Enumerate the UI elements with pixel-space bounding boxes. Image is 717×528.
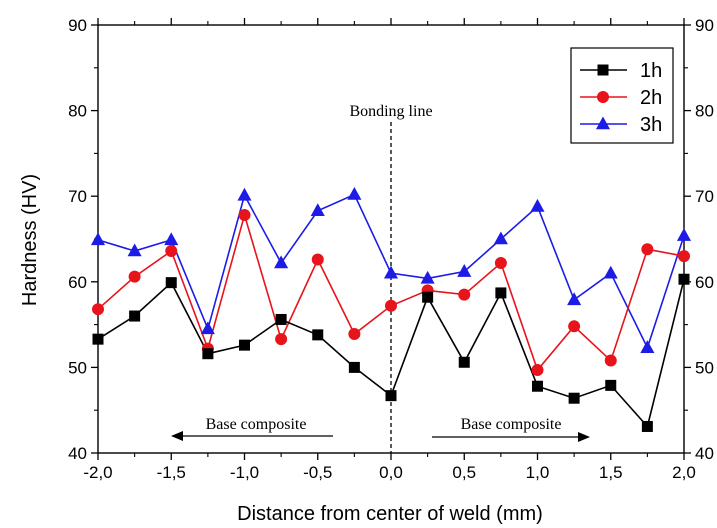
data-point-1h <box>458 356 470 368</box>
data-point-3h <box>676 228 692 241</box>
data-point-3h <box>274 255 289 269</box>
data-point-3h <box>127 243 142 257</box>
data-point-1h <box>129 310 141 322</box>
data-point-2h <box>678 250 690 263</box>
bonding-line-label: Bonding line <box>349 103 432 120</box>
data-point-1h <box>605 379 617 391</box>
x-tick-label: -2,0 <box>83 463 112 482</box>
data-point-3h <box>640 340 655 354</box>
y-axis-title: Hardness (HV) <box>19 174 41 306</box>
y-right-tick-label: 60 <box>695 273 714 292</box>
x-tick-label: 0,5 <box>452 463 476 482</box>
y-right-tick-label: 90 <box>695 16 714 35</box>
data-point-2h <box>275 333 288 346</box>
legend-marker-1h <box>597 64 609 76</box>
data-point-1h <box>568 392 580 404</box>
x-axis-title: Distance from center of weld (mm) <box>237 503 543 525</box>
data-point-2h <box>458 288 471 301</box>
x-tick-label: 1,5 <box>599 463 623 482</box>
data-point-1h <box>275 313 287 325</box>
left-arrow-head <box>171 431 183 441</box>
right-arrow-head <box>578 432 590 442</box>
data-point-3h <box>457 263 472 277</box>
y-tick-label: 50 <box>68 358 87 377</box>
y-tick-label: 80 <box>68 102 87 121</box>
data-point-3h <box>603 265 618 279</box>
data-point-1h <box>532 380 543 392</box>
data-point-2h <box>531 363 544 376</box>
data-point-3h <box>347 186 362 200</box>
data-point-3h <box>237 187 252 201</box>
data-point-3h <box>164 232 179 246</box>
data-point-1h <box>239 339 250 351</box>
data-point-1h <box>495 287 507 299</box>
data-point-2h <box>165 244 178 257</box>
data-point-2h <box>641 243 654 256</box>
data-point-3h <box>310 203 325 217</box>
legend-label-2h: 2h <box>640 87 662 109</box>
x-tick-label: 1,0 <box>526 463 550 482</box>
data-point-1h <box>348 361 360 373</box>
data-point-2h <box>348 328 361 341</box>
data-point-3h <box>383 265 399 279</box>
data-point-2h <box>494 256 507 269</box>
x-tick-label: 2,0 <box>672 463 696 482</box>
data-point-3h <box>567 292 582 306</box>
legend-label-1h: 1h <box>640 60 662 82</box>
left-base-composite-label: Base composite <box>206 416 307 433</box>
data-point-2h <box>128 270 141 283</box>
y-tick-label: 60 <box>68 273 87 292</box>
x-tick-label: -1,5 <box>157 463 186 482</box>
data-point-1h <box>202 348 214 360</box>
legend-marker-2h <box>597 91 609 103</box>
y-tick-label: 70 <box>68 187 87 206</box>
data-point-1h <box>92 333 104 345</box>
data-point-1h <box>641 420 653 432</box>
right-base-composite-label: Base composite <box>461 416 562 433</box>
data-point-1h <box>312 329 324 341</box>
y-right-tick-label: 50 <box>695 358 714 377</box>
x-tick-label: -0,5 <box>303 463 332 482</box>
data-point-1h <box>678 273 690 285</box>
data-point-1h <box>422 291 434 303</box>
y-right-tick-label: 40 <box>695 444 714 463</box>
data-point-3h <box>420 270 435 284</box>
data-point-1h <box>165 277 177 289</box>
data-point-3h <box>200 321 215 335</box>
legend-label-3h: 3h <box>640 114 662 136</box>
y-right-tick-label: 70 <box>695 187 714 206</box>
data-point-3h <box>90 232 106 246</box>
data-point-2h <box>568 320 581 333</box>
data-point-2h <box>604 354 617 367</box>
data-point-1h <box>385 390 397 402</box>
y-tick-label: 90 <box>68 16 87 35</box>
legend-marker-3h <box>595 116 611 130</box>
data-point-3h <box>493 231 508 245</box>
y-tick-label: 40 <box>68 444 87 463</box>
data-point-3h <box>530 198 545 212</box>
data-point-2h <box>92 303 104 316</box>
x-tick-label: -1,0 <box>230 463 259 482</box>
legend-box <box>570 47 674 144</box>
data-point-2h <box>385 299 397 312</box>
x-tick-label: 0,0 <box>379 463 403 482</box>
data-point-2h <box>311 253 324 266</box>
data-point-2h <box>238 209 251 222</box>
y-right-tick-label: 80 <box>695 102 714 121</box>
